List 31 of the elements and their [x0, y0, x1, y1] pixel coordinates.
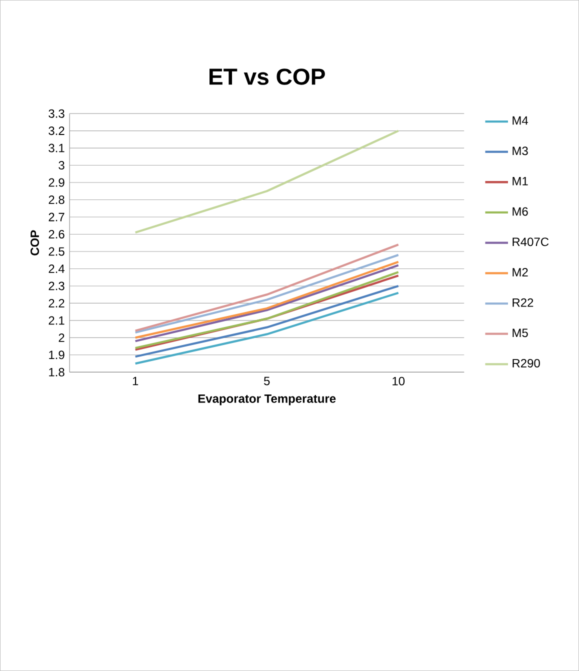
x-tick-label: 10 — [392, 376, 405, 386]
y-tick-label: 2.7 — [48, 212, 64, 222]
y-tick-label: 2.9 — [48, 178, 64, 187]
y-tick-label: 3.3 — [48, 109, 64, 118]
chart-title: ET vs COP — [210, 68, 325, 85]
legend-label: M3 — [512, 146, 528, 156]
legend-label: M4 — [512, 116, 528, 125]
y-tick-label: 3 — [58, 161, 64, 170]
legend-label: R22 — [512, 298, 534, 307]
x-axis-title: Evaporator Temperature — [198, 394, 336, 406]
x-tick-label: 5 — [264, 376, 270, 386]
legend-label: M2 — [512, 268, 528, 276]
y-axis-title: COP — [30, 230, 40, 256]
y-tick-label: 3.1 — [48, 144, 64, 152]
legend-label: R407C — [512, 238, 549, 246]
y-tick-label: 2.3 — [48, 282, 64, 290]
legend-label: M5 — [512, 328, 528, 338]
legend-label: M1 — [512, 176, 528, 186]
x-tick-label: 1 — [132, 376, 138, 386]
y-tick-label: 1.9 — [49, 350, 64, 360]
legend-label: M6 — [512, 207, 528, 216]
y-tick-label: 3.2 — [48, 126, 64, 136]
y-tick-label: 2.1 — [48, 316, 64, 325]
y-tick-label: 2 — [58, 333, 64, 342]
y-tick-label: 2.5 — [48, 247, 64, 256]
y-tick-label: 2.6 — [48, 230, 64, 238]
y-tick-label: 2.2 — [48, 299, 64, 308]
y-tick-label: 2.8 — [48, 196, 64, 204]
y-tick-label: 1.8 — [49, 368, 64, 376]
legend-label: R290 — [512, 358, 540, 368]
y-tick-label: 2.4 — [48, 264, 65, 273]
